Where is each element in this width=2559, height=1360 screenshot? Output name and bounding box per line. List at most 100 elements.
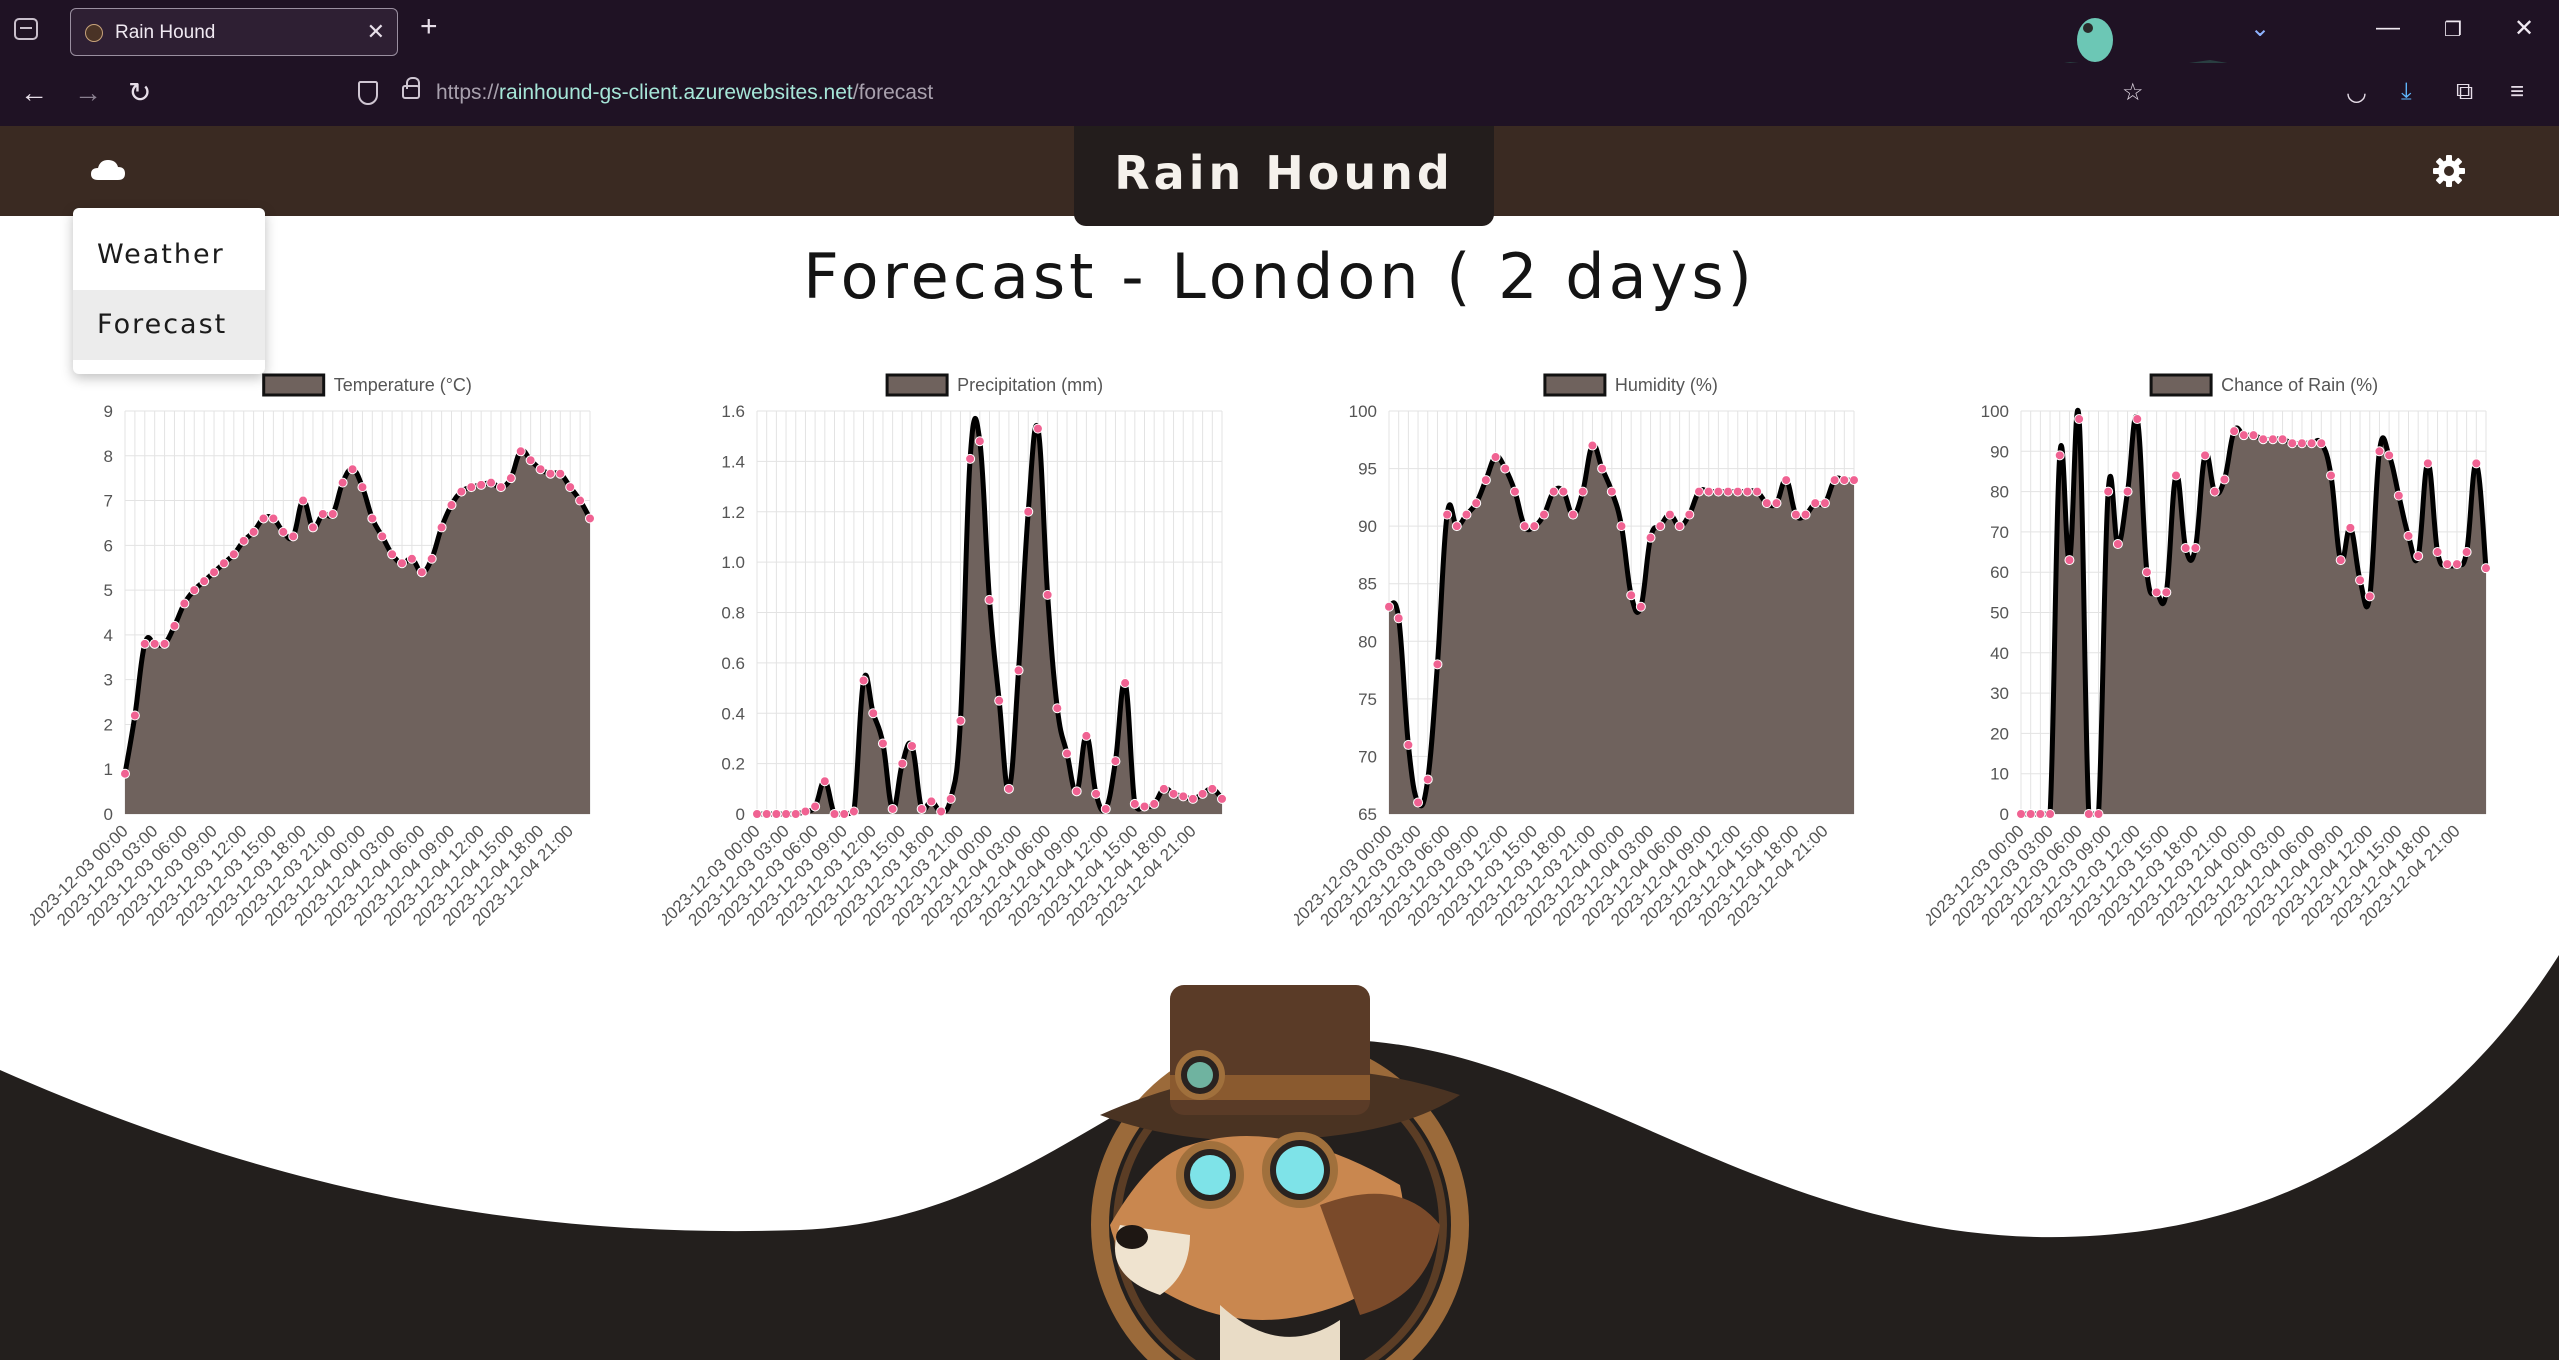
data-point: [218, 558, 229, 569]
data-point: [238, 535, 249, 546]
data-point: [1732, 486, 1743, 497]
data-point: [1471, 498, 1482, 509]
data-point: [2335, 555, 2346, 566]
tab-list-icon[interactable]: [14, 18, 38, 40]
y-tick-label: 3: [104, 671, 113, 690]
pocket-icon[interactable]: ◡: [2346, 79, 2367, 106]
data-point: [2345, 522, 2356, 533]
data-point: [1742, 486, 1753, 497]
data-point: [327, 508, 338, 519]
menu-icon[interactable]: ≡: [2510, 78, 2525, 105]
data-point: [585, 513, 595, 524]
data-point: [1761, 498, 1772, 509]
data-point: [1110, 756, 1121, 767]
data-point: [945, 793, 956, 804]
data-point: [1013, 665, 1024, 676]
data-point: [545, 468, 556, 479]
cloud-menu-icon[interactable]: [90, 158, 126, 182]
page-title: Forecast - London ( 2 days): [803, 240, 1756, 313]
data-point: [2267, 434, 2278, 445]
data-point: [2306, 438, 2317, 449]
legend-swatch: [2149, 373, 2213, 397]
data-point: [2103, 486, 2114, 497]
data-point: [1403, 739, 1414, 750]
data-point: [456, 486, 467, 497]
y-tick-label: 30: [1990, 684, 2009, 703]
data-point: [1100, 803, 1111, 814]
data-point: [868, 708, 879, 719]
data-point: [2384, 450, 2395, 461]
browser-tab[interactable]: Rain Hound ✕: [70, 8, 398, 56]
extensions-icon[interactable]: ⧉: [2456, 78, 2474, 105]
data-point: [1023, 506, 1034, 517]
data-point: [1442, 509, 1453, 520]
data-point: [1178, 791, 1189, 802]
lock-icon[interactable]: [402, 77, 420, 99]
data-point: [1139, 801, 1150, 812]
data-point: [1723, 486, 1734, 497]
legend-label: Humidity (%): [1615, 375, 1718, 395]
series-area: [1389, 444, 1854, 814]
menu-item-weather[interactable]: Weather: [97, 239, 225, 270]
y-tick-label: 0: [736, 805, 745, 824]
back-button[interactable]: ←: [20, 77, 48, 108]
series-area: [125, 450, 590, 814]
data-point: [367, 513, 378, 524]
gear-icon[interactable]: [2432, 154, 2466, 188]
y-tick-label: 100: [1981, 402, 2009, 421]
close-window-button[interactable]: ✕: [2514, 15, 2535, 42]
tracking-protection-icon[interactable]: [358, 81, 378, 105]
data-point: [1849, 475, 1859, 486]
new-tab-button[interactable]: +: [420, 10, 438, 43]
data-point: [1558, 486, 1569, 497]
y-tick-label: 95: [1358, 460, 1377, 479]
favicon-icon: [85, 24, 103, 42]
data-point: [965, 453, 976, 464]
legend-label: Temperature (°C): [334, 375, 472, 395]
data-point: [436, 522, 447, 533]
data-point: [189, 585, 200, 596]
legend-label: Chance of Rain (%): [2221, 375, 2378, 395]
url-host: rainhound-gs-client.azurewebsites.net: [499, 81, 853, 104]
y-tick-label: 6: [104, 536, 113, 555]
data-point: [1800, 509, 1811, 520]
data-point: [2064, 555, 2075, 566]
data-point: [2141, 567, 2152, 578]
reload-button[interactable]: ↻: [128, 77, 152, 108]
bookmark-star-icon[interactable]: ☆: [2122, 79, 2144, 106]
data-point: [1042, 589, 1053, 600]
data-point: [1120, 678, 1131, 689]
data-point: [2016, 809, 2026, 819]
data-point: [1432, 659, 1443, 670]
data-point: [887, 803, 898, 814]
address-bar[interactable]: https://rainhound-gs-client.azurewebsite…: [436, 81, 933, 105]
y-tick-label: 1.6: [721, 402, 745, 421]
data-point: [337, 477, 348, 488]
forward-button[interactable]: →: [74, 77, 102, 108]
data-point: [829, 809, 840, 819]
restore-button[interactable]: ❐: [2444, 19, 2462, 41]
data-point: [2461, 547, 2472, 558]
tabs-chevron-icon[interactable]: ⌄: [2250, 15, 2271, 42]
menu-item-forecast[interactable]: Forecast: [73, 290, 265, 360]
downloads-icon[interactable]: ⤓: [2401, 78, 2412, 105]
data-point: [2074, 414, 2085, 425]
data-point: [2277, 434, 2288, 445]
data-point: [565, 482, 576, 493]
minimize-button[interactable]: —: [2376, 14, 2400, 41]
data-point: [535, 464, 546, 475]
data-point: [2045, 809, 2056, 819]
data-point: [1500, 463, 1511, 474]
data-point: [800, 806, 811, 817]
tab-close-button[interactable]: ✕: [366, 19, 385, 44]
data-point: [2403, 530, 2414, 541]
app-logo[interactable]: Rain Hound: [1114, 146, 1454, 200]
data-point: [268, 513, 279, 524]
data-point: [505, 473, 516, 484]
y-tick-label: 4: [104, 626, 113, 645]
data-point: [2481, 563, 2491, 574]
data-point: [2083, 809, 2094, 819]
data-point: [248, 526, 259, 537]
data-point: [2374, 446, 2385, 457]
data-point: [1187, 793, 1198, 804]
